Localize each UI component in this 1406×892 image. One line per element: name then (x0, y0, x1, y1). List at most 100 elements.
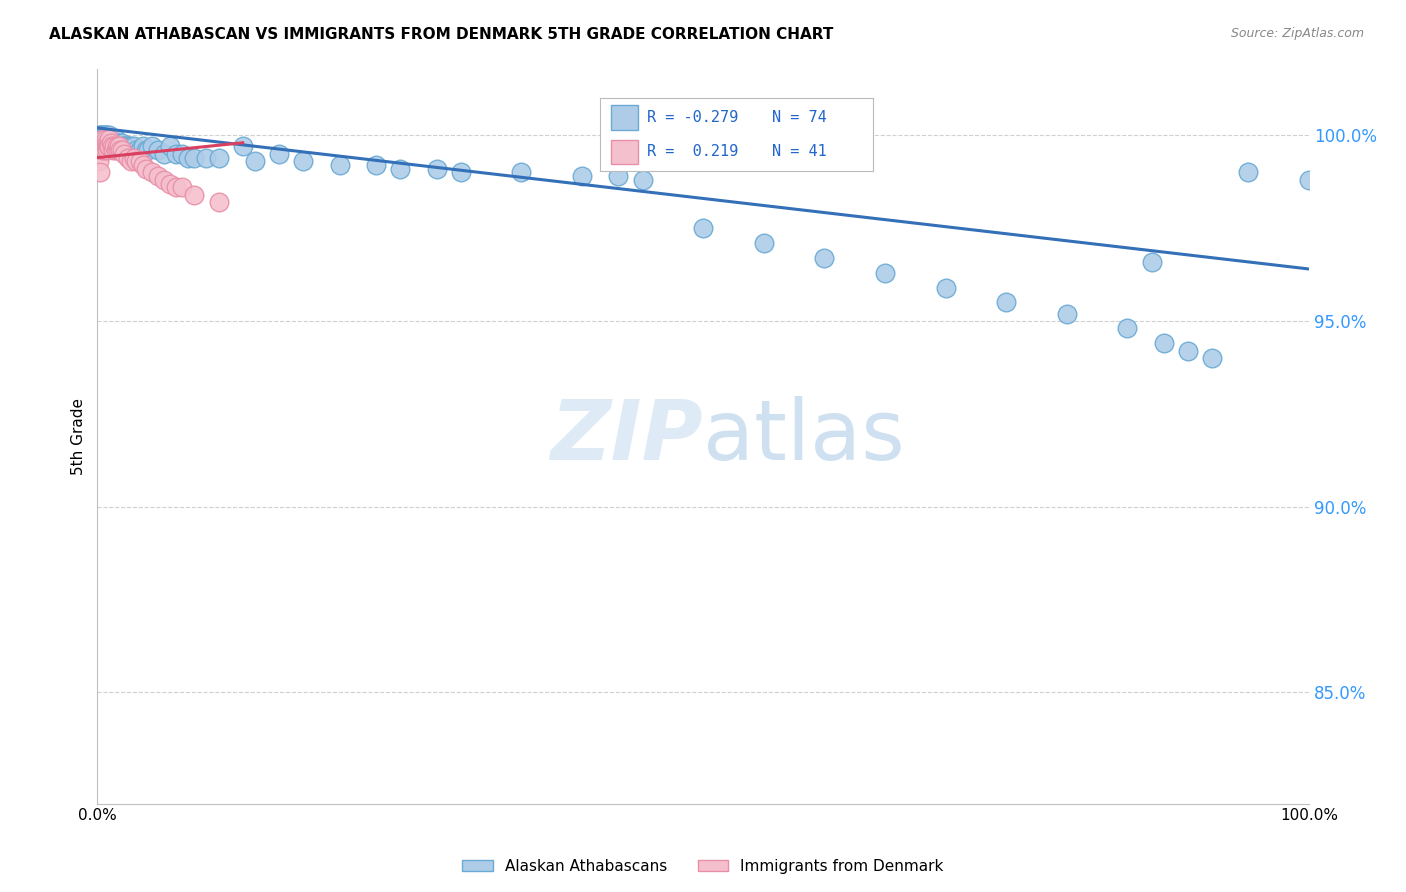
Point (128, 143, 150, 157)
Point (98, 128, 121, 143)
Point (90, 128, 112, 143)
Point (112, 147, 135, 161)
Point (128, 154, 150, 169)
Point (104, 143, 127, 157)
Point (165, 180, 187, 194)
Point (136, 143, 159, 157)
Point (153, 173, 176, 187)
Point (153, 147, 176, 161)
Point (107, 139, 129, 153)
Point (90, 139, 112, 153)
Point (97, 139, 120, 153)
Point (631, 173, 654, 187)
Point (89, 165, 111, 179)
Point (132, 158, 155, 172)
Point (97, 132, 120, 146)
Point (101, 136, 124, 150)
Point (183, 151, 205, 165)
Point (125, 143, 148, 157)
Text: ALASKAN ATHABASCAN VS IMMIGRANTS FROM DENMARK 5TH GRADE CORRELATION CHART: ALASKAN ATHABASCAN VS IMMIGRANTS FROM DE… (49, 27, 834, 42)
Point (1153, 336, 1175, 351)
Point (1056, 307, 1078, 321)
Point (132, 139, 155, 153)
Point (329, 158, 352, 172)
Point (93, 132, 115, 146)
Point (100, 132, 122, 146)
Point (98, 136, 121, 150)
Point (93, 132, 115, 146)
Point (120, 154, 142, 169)
Point (935, 280, 957, 294)
Point (96, 136, 118, 150)
Point (207, 151, 229, 165)
Point (165, 147, 187, 161)
Point (692, 221, 714, 235)
Point (98, 132, 121, 146)
Point (389, 161, 412, 176)
Point (135, 143, 157, 157)
Point (159, 139, 181, 153)
Point (232, 139, 254, 153)
Point (94, 132, 117, 146)
Text: Source: ZipAtlas.com: Source: ZipAtlas.com (1230, 27, 1364, 40)
Point (108, 139, 131, 153)
Point (101, 139, 124, 153)
Point (141, 139, 163, 153)
Point (103, 139, 125, 153)
Point (91, 143, 114, 157)
Point (110, 143, 132, 157)
Point (91, 128, 114, 143)
Point (101, 132, 124, 146)
Point (93, 139, 115, 153)
Point (100, 136, 122, 150)
Point (813, 251, 835, 265)
Point (177, 151, 200, 165)
Point (105, 136, 128, 150)
Point (111, 139, 134, 153)
Point (98, 139, 121, 153)
Point (995, 295, 1018, 310)
Point (107, 143, 129, 157)
Point (122, 151, 145, 165)
Point (93, 136, 115, 150)
Point (93, 128, 115, 143)
Point (96, 132, 118, 146)
Point (172, 180, 194, 194)
Point (1201, 351, 1223, 365)
Point (172, 147, 194, 161)
Point (1177, 343, 1199, 358)
Point (269, 147, 291, 161)
Point (94, 139, 117, 153)
Point (97, 136, 120, 150)
Y-axis label: 5th Grade: 5th Grade (72, 398, 86, 475)
Point (94, 128, 117, 143)
Point (112, 139, 135, 153)
Point (450, 165, 472, 179)
Point (117, 139, 139, 153)
Point (195, 151, 218, 165)
Point (114, 139, 136, 153)
Point (108, 136, 131, 150)
Point (93, 143, 115, 157)
Point (364, 158, 387, 172)
Text: atlas: atlas (703, 395, 905, 476)
Point (146, 169, 169, 184)
Point (122, 139, 145, 153)
Point (510, 165, 533, 179)
Point (125, 154, 148, 169)
Point (101, 143, 124, 157)
Point (110, 139, 132, 153)
Point (141, 165, 163, 179)
Point (110, 143, 132, 157)
Point (243, 154, 266, 169)
Point (135, 161, 157, 176)
Point (110, 136, 132, 150)
Point (117, 151, 139, 165)
Point (118, 139, 141, 153)
Point (159, 177, 181, 191)
Point (1140, 254, 1163, 268)
Point (104, 132, 127, 146)
Point (120, 139, 142, 153)
Point (207, 195, 229, 210)
Point (752, 235, 775, 250)
